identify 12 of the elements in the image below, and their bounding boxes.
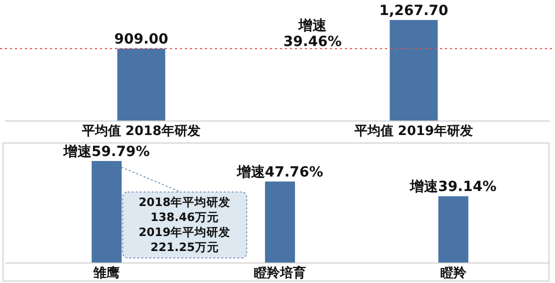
category: 平均值 2019年研发 [354,124,474,139]
category: 平均值 2018年研发 [82,124,201,139]
value-label: 增速39.14% [410,179,496,196]
annotation: 增速 39.46% [283,18,342,50]
category: 雏鹰 [94,266,120,281]
value-label: 增速47.76% [236,164,324,181]
annotation: 2018年平均研发 138.46万元 2019年平均研发 221.25万元 [138,195,231,254]
category: 瞪羚 [440,266,466,281]
value-label: 1,267.70 [379,3,448,19]
value-label: 909.00 [114,32,168,48]
value-label: 增速59.79% [64,144,150,160]
category: 瞪羚培育 [254,266,306,281]
